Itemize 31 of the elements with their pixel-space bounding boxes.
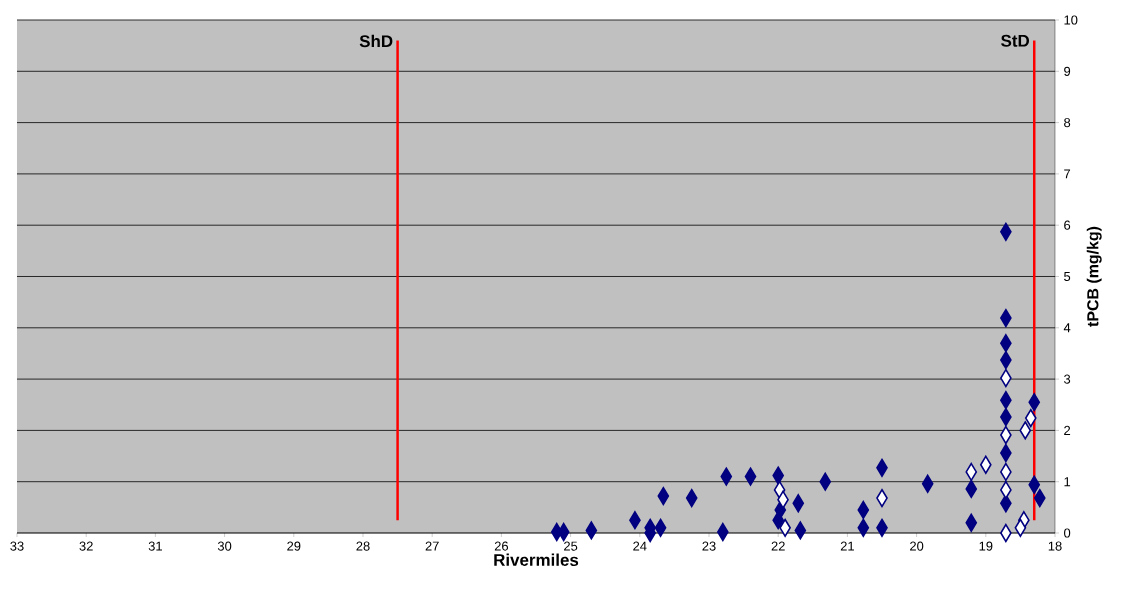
x-tick-label: 26: [494, 541, 509, 551]
x-tick-label: 25: [564, 541, 578, 551]
y-tick-label: 4: [1063, 323, 1071, 333]
x-tick-label: 23: [702, 541, 716, 551]
y-tick-label: 9: [1064, 66, 1071, 76]
x-tick-label: 19: [979, 541, 993, 551]
y-tick-label: 10: [1064, 15, 1078, 25]
x-tick-label: 28: [356, 541, 370, 551]
y-axis-title: tPCB (mg/kg): [1086, 226, 1102, 327]
x-tick-label: 32: [79, 541, 93, 551]
x-tick-label: 18: [1048, 541, 1062, 551]
x-tick-label: 33: [10, 541, 24, 551]
x-tick-label: 31: [148, 541, 162, 551]
ref-line-label: StD: [1001, 34, 1030, 47]
y-tick-label: 7: [1064, 169, 1071, 179]
ref-line-label: ShD: [359, 34, 393, 48]
x-tick-label: 22: [771, 541, 785, 551]
x-tick-label: 29: [287, 541, 301, 551]
y-tick-label: 8: [1064, 118, 1071, 128]
x-tick-label: 21: [840, 541, 854, 551]
x-axis-title: Rivermiles: [494, 553, 579, 566]
x-tick-label: 27: [425, 541, 439, 551]
y-tick-label: 5: [1064, 271, 1071, 282]
x-tick-label: 20: [910, 541, 924, 551]
x-tick-label: 30: [217, 541, 232, 551]
y-tick-label: 3: [1064, 374, 1071, 384]
y-tick-label: 2: [1064, 425, 1071, 435]
x-tick-label: 24: [633, 541, 647, 551]
y-tick-label: 1: [1064, 477, 1071, 487]
y-tick-label: 0: [1064, 528, 1071, 538]
y-tick-label: 6: [1064, 220, 1071, 230]
